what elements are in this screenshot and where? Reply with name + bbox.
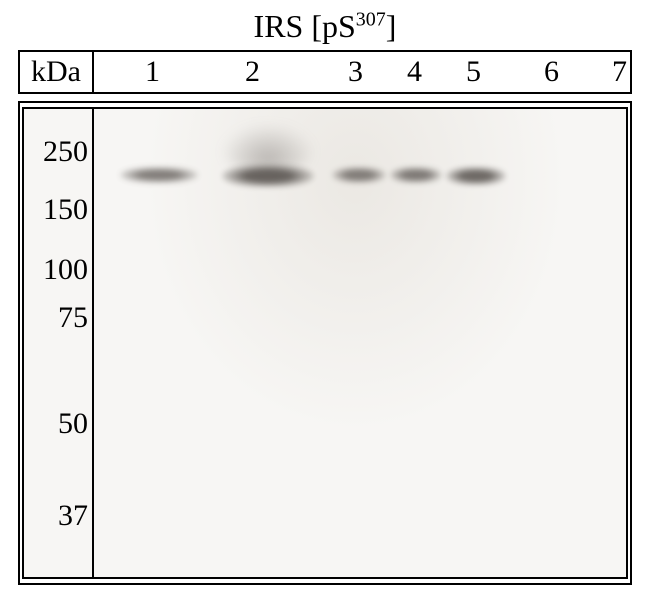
- lane-number: 4: [407, 55, 422, 89]
- protein-band: [332, 167, 386, 183]
- mw-column-divider: [92, 109, 94, 577]
- lane-number: 3: [348, 55, 363, 89]
- protein-band: [390, 167, 442, 183]
- figure-title: IRS [pS307]: [0, 8, 650, 45]
- title-suffix: ]: [386, 8, 397, 44]
- header-lanes-cell: 1 2 3 4 5 6 7: [92, 50, 632, 94]
- mw-marker-label: 250: [28, 135, 88, 169]
- mw-marker-label: 75: [28, 301, 88, 335]
- mw-marker-label: 100: [28, 253, 88, 287]
- lane-number: 2: [245, 55, 260, 89]
- membrane-background: [24, 109, 626, 577]
- title-prefix: IRS [pS: [254, 8, 356, 44]
- mw-marker-label: 50: [28, 407, 88, 441]
- title-superscript: 307: [356, 8, 386, 30]
- lane-number: 6: [544, 55, 559, 89]
- protein-band: [120, 167, 198, 183]
- lane-number: 5: [466, 55, 481, 89]
- protein-band: [446, 167, 506, 185]
- blot-membrane: 250 150 100 75 50 37: [22, 107, 628, 579]
- lane-number: 7: [612, 55, 627, 89]
- header-unit-label: kDa: [31, 55, 81, 89]
- protein-band: [222, 165, 314, 187]
- mw-marker-label: 37: [28, 499, 88, 533]
- mw-marker-label: 150: [28, 193, 88, 227]
- lane-number: 1: [145, 55, 160, 89]
- header-unit-cell: kDa: [18, 50, 94, 94]
